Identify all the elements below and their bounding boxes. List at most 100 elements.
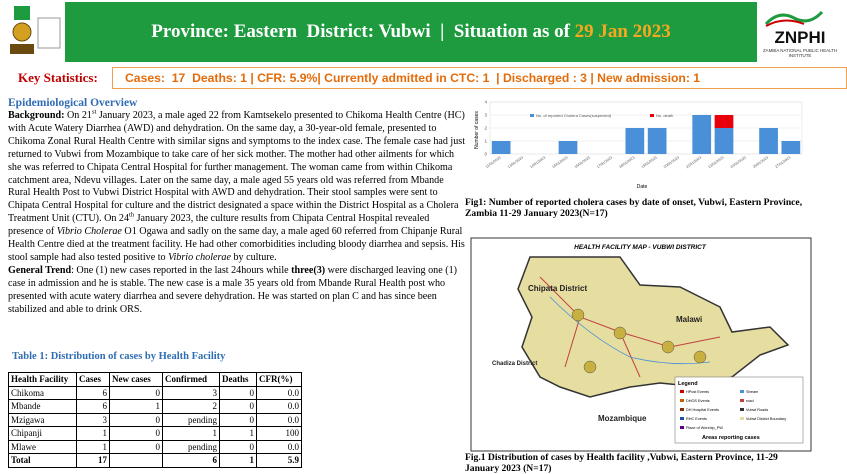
x-tick-label: 20/01/2023 bbox=[663, 156, 680, 170]
map-legend-label: Stream bbox=[746, 390, 758, 394]
table-cell: Mbande bbox=[8, 399, 77, 414]
x-tick-label: 22/01/2023 bbox=[708, 156, 725, 170]
map-place-label: Malawi bbox=[676, 315, 702, 324]
text-run: th bbox=[129, 211, 135, 219]
figure2-caption: Fig.1 Distribution of cases by Health fa… bbox=[465, 452, 778, 474]
table-cell: Chipanji bbox=[8, 426, 77, 441]
text-run: were discharged leaving one (1) case in … bbox=[8, 264, 457, 315]
text-run: : One (1) new cases reported in the last… bbox=[71, 264, 292, 276]
bar bbox=[558, 141, 578, 154]
x-tick-label: 18/01/2023 bbox=[618, 156, 635, 170]
reporting-areas bbox=[571, 308, 707, 374]
table-header: Health Facility bbox=[8, 372, 77, 387]
y-tick-label: 4 bbox=[484, 100, 487, 105]
overview-heading: Epidemiological Overview bbox=[8, 97, 138, 109]
table-cell: 3 bbox=[162, 385, 220, 400]
key-stats: Cases: 17 Deaths: 1 | CFR: 5.9%| Current… bbox=[112, 67, 847, 89]
map-legend-label: Vubwi Roads bbox=[746, 408, 768, 412]
background-paragraph: Background: On 21st January 2023, a male… bbox=[8, 108, 466, 265]
table-cell: 0 bbox=[109, 385, 163, 400]
bar bbox=[759, 128, 778, 154]
table-cell: 6 bbox=[76, 399, 110, 414]
map-legend-label: HPost Events bbox=[686, 390, 709, 394]
key-stats-label: Key Statistics: bbox=[18, 70, 98, 85]
map-legend-label: Vubwi District Boundary bbox=[746, 417, 786, 421]
table-row: Mlawe 1 0 pending 0 0.0 bbox=[8, 439, 302, 454]
map-legend-box bbox=[674, 376, 804, 444]
table-cell: 1 bbox=[219, 453, 257, 468]
bar bbox=[692, 115, 712, 154]
x-tick-label: 13/01/2023 bbox=[507, 156, 524, 170]
bar bbox=[714, 128, 734, 154]
table-row: Total 17 6 1 5.9 bbox=[8, 453, 302, 468]
table-row: Mzigawa 3 0 pending 0 0.0 bbox=[8, 412, 302, 427]
facility-table: Health Facility Cases New cases Confirmed De… bbox=[8, 372, 302, 468]
x-tick-label: 21/01/2023 bbox=[685, 156, 702, 170]
text-run: st bbox=[91, 108, 97, 116]
emblem bbox=[4, 4, 61, 60]
bar bbox=[491, 141, 511, 154]
x-axis-label: Date bbox=[637, 184, 648, 190]
map-legend-symbol bbox=[740, 408, 744, 411]
table-cell: 2 bbox=[162, 399, 220, 414]
flag bbox=[14, 6, 30, 20]
map: HEALTH FACILITY MAP - VUBWI DISTRICT Chi… bbox=[470, 237, 812, 452]
table-cell: 0 bbox=[219, 439, 257, 454]
table-cell: 0.0 bbox=[256, 412, 302, 427]
map-legend-symbol bbox=[680, 390, 684, 393]
text-run: Vibrio Cholerae bbox=[56, 226, 122, 238]
table-cell: 6 bbox=[76, 385, 110, 400]
map-place-label: Chipata District bbox=[528, 284, 587, 293]
text-run: On 21 bbox=[64, 110, 92, 121]
table-cell: 0 bbox=[109, 412, 163, 427]
table-cell: 17 bbox=[76, 453, 110, 468]
table-cell: pending bbox=[162, 412, 220, 427]
map-legend-symbol bbox=[740, 390, 744, 393]
table-cell: 1 bbox=[162, 426, 220, 441]
table-header: Confirmed bbox=[162, 372, 220, 387]
logo: ZNPHI ZAMBIA NATIONAL PUBLIC HEALTH INST… bbox=[760, 8, 840, 62]
map-legend-symbol bbox=[680, 408, 684, 411]
report-date: 29 Jan 2023 bbox=[574, 21, 671, 42]
x-tick-label: 14/01/2023 bbox=[529, 156, 546, 170]
map-legend-label: RHC Events bbox=[686, 417, 707, 421]
x-tick-label: 16/01/2023 bbox=[574, 156, 591, 170]
table-cell: 0 bbox=[219, 385, 257, 400]
table-cell: 100 bbox=[256, 426, 302, 441]
seal bbox=[37, 17, 61, 49]
text-run: O1 Ogawa and sadly on the same day, a ma… bbox=[8, 226, 465, 263]
map-legend-symbol bbox=[680, 417, 684, 420]
x-tick-label: 15/01/2023 bbox=[552, 156, 569, 170]
table-cell: 0.0 bbox=[256, 385, 302, 400]
logo-text: ZNPHI bbox=[774, 28, 826, 47]
map-title: HEALTH FACILITY MAP - VUBWI DISTRICT bbox=[574, 244, 707, 251]
table-row: Mbande 6 1 2 0 0.0 bbox=[8, 399, 302, 414]
title-text: Province: Eastern District: Vubwi | Situ… bbox=[151, 21, 570, 42]
y-tick-label: 2 bbox=[484, 126, 487, 131]
table-header: New cases bbox=[109, 372, 163, 387]
bar bbox=[647, 128, 667, 154]
table-header: Deaths bbox=[219, 372, 257, 387]
table-header: Cases bbox=[76, 372, 110, 387]
table-cell: Chikoma bbox=[8, 385, 77, 400]
legend-swatch bbox=[530, 114, 534, 117]
map-place-label: Mozambique bbox=[598, 414, 647, 423]
map-reporting-label: Areas reporting cases bbox=[702, 435, 760, 441]
text-run: Vibrio cholerae bbox=[168, 251, 231, 263]
x-tick-label: 11/01/2023 bbox=[485, 156, 502, 169]
y-tick-label: 3 bbox=[484, 113, 487, 118]
map-legend-label: Place of Worship_PW bbox=[686, 426, 723, 430]
text-run: three(3) bbox=[291, 264, 326, 276]
table-cell: 1 bbox=[76, 426, 110, 441]
map-legend-symbol bbox=[740, 399, 744, 402]
map-legend-symbol bbox=[680, 399, 684, 402]
legend-swatch bbox=[650, 114, 654, 117]
logo-subtitle: ZAMBIA NATIONAL PUBLIC HEALTH INSTITUTE bbox=[762, 48, 838, 58]
map-legend-label: DHOS Events bbox=[686, 399, 710, 403]
bar bbox=[714, 115, 734, 128]
table-header: CFR(%) bbox=[256, 372, 302, 387]
table-cell: 5.9 bbox=[256, 453, 302, 468]
table-cell: 0.0 bbox=[256, 399, 302, 414]
map-legend-title: Legend bbox=[678, 381, 698, 387]
table-cell: 0 bbox=[219, 399, 257, 414]
